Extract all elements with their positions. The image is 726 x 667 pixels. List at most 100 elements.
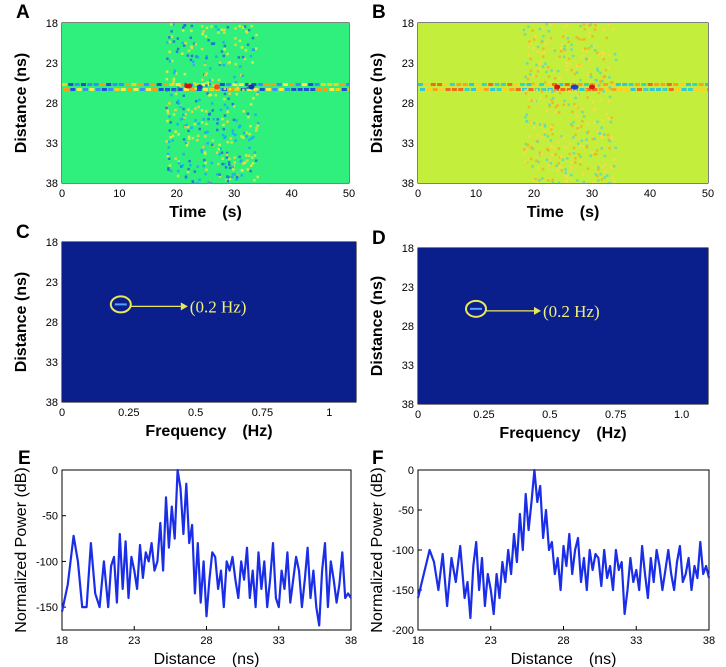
heat-speckle — [561, 158, 565, 162]
heat-speckle — [254, 113, 257, 116]
heat-speckle — [182, 138, 186, 141]
heat-speckle — [529, 157, 533, 161]
heat-speckle — [608, 117, 611, 120]
heat-speckle — [234, 133, 237, 137]
heat-cell — [615, 83, 621, 86]
heat-speckle — [226, 110, 230, 114]
heat-speckle — [168, 115, 171, 118]
heat-speckle — [251, 156, 254, 159]
heat-speckle — [550, 69, 553, 72]
heat-speckle — [246, 112, 250, 115]
heat-speckle — [218, 61, 222, 65]
heat-speckle — [241, 74, 244, 77]
heat-cell — [335, 88, 341, 91]
heat-cell — [234, 88, 240, 91]
heat-speckle — [241, 26, 245, 29]
heat-cell — [617, 88, 623, 91]
heat-speckle — [206, 142, 209, 145]
heat-cell — [437, 83, 443, 86]
heat-speckle — [579, 155, 582, 158]
heat-speckle — [558, 165, 562, 169]
heat-cell — [247, 88, 253, 91]
heat-cell — [194, 83, 200, 86]
heat-speckle — [182, 113, 185, 117]
heat-speckle — [170, 23, 173, 26]
heat-speckle — [210, 42, 214, 46]
heat-speckle — [177, 169, 180, 173]
heat-speckle — [586, 96, 589, 99]
heat-speckle — [226, 106, 229, 109]
heat-speckle — [242, 110, 245, 113]
heat-speckle — [187, 49, 191, 52]
heat-speckle — [549, 144, 553, 148]
heat-cell — [500, 83, 506, 86]
heat-speckle — [204, 73, 207, 77]
heat-speckle — [546, 135, 550, 138]
heat-speckle — [171, 139, 174, 142]
heat-speckle — [166, 109, 170, 113]
heat-cell — [585, 88, 591, 91]
heat-cell — [464, 88, 470, 91]
heat-cell — [609, 83, 615, 86]
heat-cell — [297, 88, 303, 91]
y-tick-label: 33 — [402, 360, 414, 372]
heat-speckle — [597, 179, 600, 182]
heat-speckle — [572, 151, 576, 155]
y-tick-label: 38 — [46, 397, 58, 409]
heat-speckle — [577, 152, 581, 156]
heat-speckle — [564, 146, 567, 149]
heat-speckle — [609, 166, 613, 169]
heat-cell — [573, 88, 579, 91]
heat-speckle — [174, 92, 178, 96]
heat-speckle — [522, 28, 526, 32]
heat-speckle — [188, 159, 191, 163]
heat-cell — [643, 88, 649, 91]
heat-speckle — [588, 58, 591, 61]
heat-speckle — [169, 136, 172, 139]
heat-cell — [156, 83, 162, 86]
y-tick-label: 33 — [46, 357, 58, 369]
heat-speckle — [246, 86, 249, 90]
heat-speckle — [194, 99, 198, 103]
heat-speckle — [186, 54, 190, 57]
heat-speckle — [605, 112, 608, 116]
heat-speckle — [552, 89, 556, 92]
heat-cell — [320, 83, 326, 86]
heat-speckle — [570, 68, 573, 72]
heat-speckle — [562, 55, 566, 59]
heat-speckle — [204, 122, 208, 126]
heat-speckle — [221, 162, 224, 166]
heat-speckle — [547, 163, 551, 167]
heat-speckle — [223, 114, 227, 117]
heat-speckle — [246, 168, 250, 171]
heat-speckle — [548, 105, 552, 108]
heat-speckle — [187, 167, 190, 171]
heat-speckle — [602, 52, 605, 55]
heat-speckle — [222, 63, 226, 67]
heat-speckle — [531, 29, 534, 32]
heat-speckle — [548, 158, 552, 161]
heat-speckle — [223, 97, 226, 101]
heat-speckle — [204, 172, 207, 176]
heat-speckle — [201, 32, 204, 36]
heat-cell — [532, 83, 538, 86]
heat-speckle — [565, 24, 568, 27]
heat-cell — [251, 83, 257, 86]
heat-speckle — [180, 165, 183, 168]
heat-speckle — [225, 156, 229, 159]
heat-speckle — [165, 70, 169, 73]
heat-speckle — [242, 131, 246, 135]
heat-cell — [641, 83, 647, 86]
heat-speckle — [527, 54, 530, 57]
heat-speckle — [256, 121, 260, 125]
heat-speckle — [233, 161, 236, 164]
heat-speckle — [588, 31, 591, 34]
heat-speckle — [197, 105, 200, 109]
heat-speckle — [247, 154, 251, 158]
x-tick-label: 30 — [228, 188, 240, 200]
heat-speckle — [545, 94, 548, 98]
heat-speckle — [202, 118, 205, 121]
heat-speckle — [551, 123, 554, 127]
heat-speckle — [191, 180, 194, 183]
heat-speckle — [203, 158, 206, 162]
